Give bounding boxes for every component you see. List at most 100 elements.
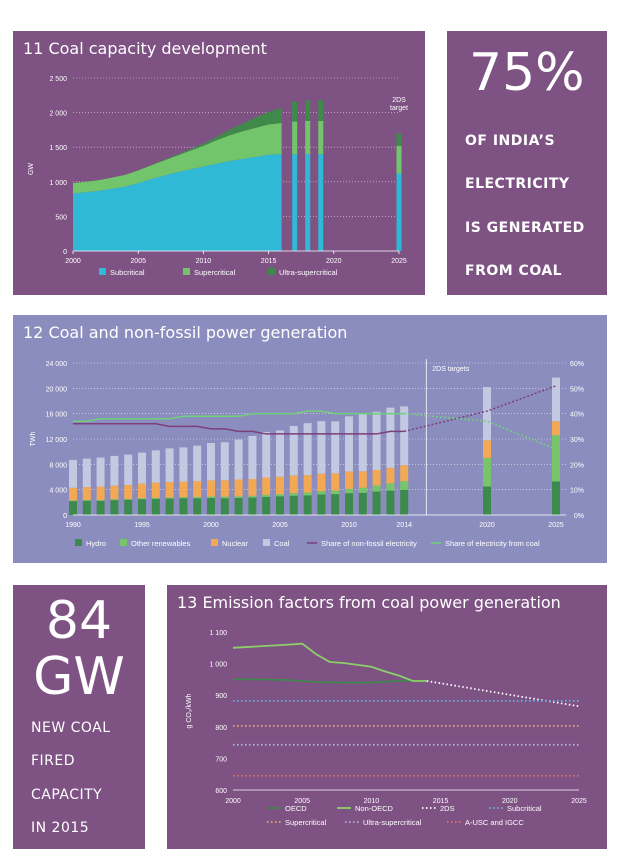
bar-segment xyxy=(220,442,229,481)
y-tick-label: 4 000 xyxy=(49,488,67,495)
bar-segment xyxy=(289,475,298,494)
y-tick-label: 700 xyxy=(215,756,227,763)
stat-75-line-2: ELECTRICITY xyxy=(465,176,570,192)
bar-segment xyxy=(552,377,560,422)
bar-segment xyxy=(69,487,77,501)
bar-segment xyxy=(262,477,271,495)
bar-segment xyxy=(234,496,243,498)
legend-label: OECD xyxy=(285,804,307,813)
bar-segment xyxy=(317,421,326,474)
bar-segment xyxy=(96,457,105,487)
legend-label: Hydro xyxy=(86,539,106,548)
legend-swatch xyxy=(75,539,82,546)
x-tick-label: 2005 xyxy=(130,258,146,265)
bar-segment xyxy=(396,133,402,146)
bar-segment xyxy=(400,489,409,515)
emission-factors-chart: 600 700 800 900 1 000 1 100 g CO₂/kWh 2000 2005 2… xyxy=(186,630,587,827)
bar-segment xyxy=(292,154,298,251)
legend-label: Subcritical xyxy=(507,804,542,813)
legend-swatch xyxy=(211,539,218,546)
y-tick-label: 0 xyxy=(63,249,67,256)
y2-tick-label: 0% xyxy=(574,513,584,520)
bar-segment xyxy=(193,481,202,497)
y-axis-label: TWh xyxy=(30,432,37,447)
bar-segment xyxy=(179,498,188,515)
bar-segment xyxy=(303,475,312,493)
bar-segment xyxy=(303,492,312,496)
bar-segment xyxy=(124,454,133,485)
y-tick-label: 16 000 xyxy=(46,412,68,419)
legend-label: Share of electricity from coal xyxy=(445,539,540,548)
y-tick-label: 1 100 xyxy=(209,630,227,637)
bar-segment xyxy=(96,499,105,501)
bar-segment xyxy=(396,145,402,174)
y-tick-label: 1 500 xyxy=(49,145,67,152)
stat-75-line-4: FROM COAL xyxy=(465,263,563,279)
bar-segment xyxy=(82,500,91,515)
bar-segment xyxy=(358,413,367,472)
bar-segment xyxy=(138,452,146,484)
x-tick-label: 1990 xyxy=(65,522,81,529)
bar-segment xyxy=(179,481,188,498)
legend-swatch xyxy=(120,539,127,546)
legend-label: Supercritical xyxy=(285,818,327,827)
bar-segment xyxy=(151,498,160,515)
y-tick-label: 2 000 xyxy=(49,111,67,118)
bar-segment xyxy=(358,492,367,515)
y-tick-label: 500 xyxy=(55,214,67,221)
y-tick-label: 1 000 xyxy=(209,662,227,669)
bar-segment xyxy=(124,499,133,515)
bar-segment xyxy=(400,481,409,490)
legend-label: Other renewables xyxy=(131,539,190,548)
bar-segment xyxy=(234,439,243,480)
bar-segment xyxy=(372,485,381,492)
stat-84gw-panel: 84 GW NEW COAL FIRED CAPACITY IN 2015 xyxy=(13,585,145,849)
bar-segment xyxy=(248,435,257,480)
bar-segment xyxy=(262,431,271,478)
bar-segment xyxy=(165,481,174,498)
legend-swatch xyxy=(268,268,275,275)
bar-segment xyxy=(483,387,491,441)
bar-segment xyxy=(165,498,174,515)
bar-segment xyxy=(151,497,160,499)
x-tick-label: 2015 xyxy=(433,798,449,805)
line-coal-share xyxy=(73,410,405,423)
y-tick-label: 8 000 xyxy=(49,462,67,469)
stat-gw-unit: GW xyxy=(33,647,125,707)
bar-segment xyxy=(305,100,311,121)
bar-segment xyxy=(165,448,174,482)
bar-segment xyxy=(207,497,215,515)
legend-label: Supercritical xyxy=(194,268,236,277)
y-tick-label: 24 000 xyxy=(46,361,68,368)
bar-segment xyxy=(318,120,324,155)
y2-tick-label: 40% xyxy=(570,412,584,419)
bar-segment xyxy=(138,499,146,515)
coal-capacity-panel: 11 Coal capacity development 0 500 1 000 1 … xyxy=(13,31,425,295)
bar-segment xyxy=(292,101,298,122)
bar-segment xyxy=(358,471,367,488)
y2-tick-label: 20% xyxy=(570,462,584,469)
bar-segment xyxy=(400,465,409,482)
bar-segment xyxy=(483,486,491,515)
power-generation-panel: 12 Coal and non-fossil power generation … xyxy=(13,315,607,563)
bar-segment xyxy=(151,482,160,498)
stat-84-line-3: CAPACITY xyxy=(31,787,103,803)
bar-segment xyxy=(483,458,491,487)
bar-segment xyxy=(110,485,119,500)
line-oecd xyxy=(233,678,427,684)
bar-segment xyxy=(345,493,353,515)
bar-segment xyxy=(318,100,324,121)
y-tick-label: 20 000 xyxy=(46,386,68,393)
bar-segment xyxy=(386,467,395,484)
stat-75-line-1: OF INDIA’S xyxy=(465,133,556,149)
bar-segment xyxy=(262,496,271,515)
bar-segment xyxy=(207,442,215,481)
bar-segment xyxy=(331,494,340,515)
x-tick-label: 1995 xyxy=(134,522,150,529)
bar-segment xyxy=(386,490,395,515)
legend-label: Coal xyxy=(274,539,290,548)
x-tick-label: 2025 xyxy=(548,522,564,529)
y-axis-label: g CO₂/kWh xyxy=(186,693,193,728)
bar-segment xyxy=(124,498,133,500)
legend-label: Ultra-supercritical xyxy=(363,818,422,827)
